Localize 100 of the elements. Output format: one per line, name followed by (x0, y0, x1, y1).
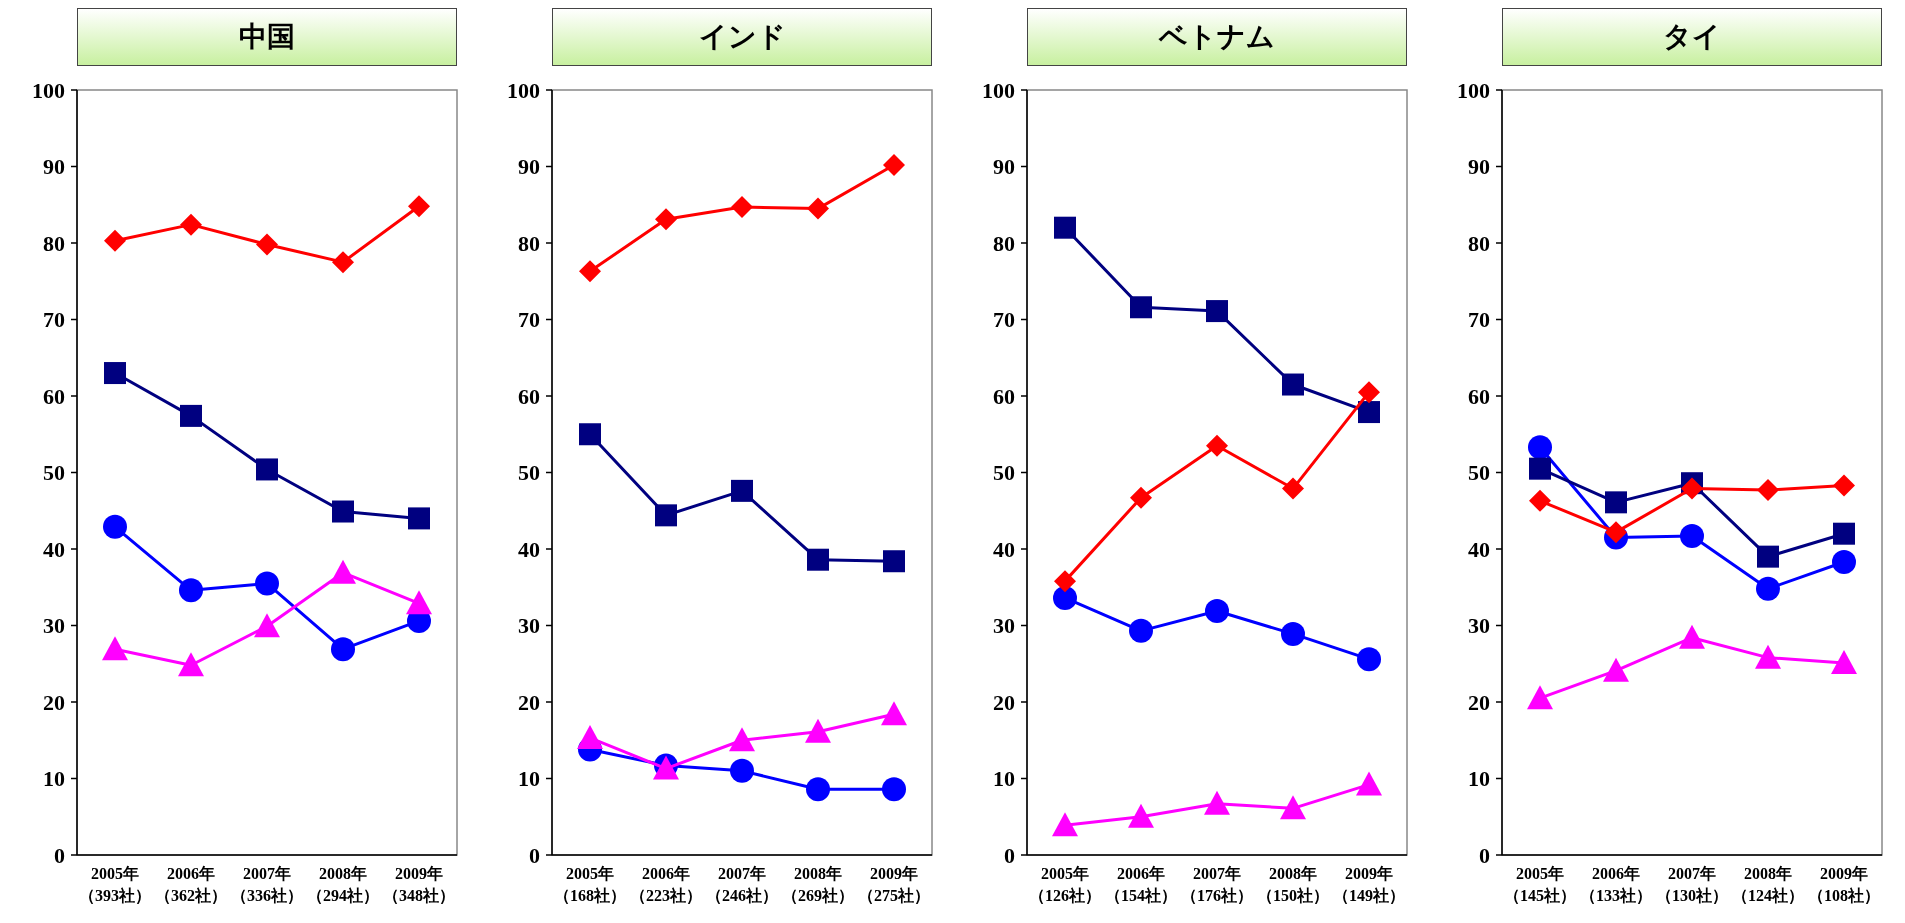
x-tick-label: 2007年（246社） (705, 864, 779, 906)
point (1529, 457, 1551, 480)
point (1054, 216, 1076, 239)
point (881, 701, 907, 726)
y-tick-label: 0 (1479, 842, 1490, 868)
point (1206, 300, 1228, 323)
y-tick-label: 90 (993, 154, 1015, 179)
point (807, 197, 829, 220)
y-tick-label: 50 (993, 460, 1015, 485)
point (1529, 489, 1551, 512)
point (1358, 381, 1380, 404)
y-tick-label: 30 (993, 613, 1015, 638)
point (1757, 479, 1779, 502)
point (1356, 771, 1382, 796)
point (1756, 576, 1780, 601)
y-tick-label: 80 (1468, 230, 1490, 256)
y-tick-label: 70 (43, 307, 65, 332)
point (332, 500, 354, 523)
y-tick-label: 60 (518, 383, 540, 409)
y-tick-label: 90 (1468, 154, 1490, 179)
point (1054, 570, 1076, 593)
y-tick-label: 20 (518, 689, 540, 715)
point (1130, 486, 1152, 509)
y-tick-label: 100 (32, 77, 65, 103)
point (408, 507, 430, 530)
x-tick-label: 2008年（294社） (306, 864, 380, 906)
point (655, 208, 677, 231)
point (102, 636, 128, 661)
y-tick-label: 20 (1468, 689, 1490, 715)
y-tick-label: 40 (518, 536, 540, 562)
y-tick-label: 30 (518, 613, 540, 638)
x-tick-label: 2005年（168社） (553, 864, 627, 906)
point (730, 758, 754, 783)
y-tick-label: 60 (43, 383, 65, 409)
x-tick-label: 2006年（362社） (154, 864, 228, 906)
point (1831, 649, 1857, 674)
point (406, 590, 432, 615)
point (807, 548, 829, 571)
point (1833, 522, 1855, 545)
point (731, 479, 753, 502)
y-tick-label: 50 (43, 460, 65, 485)
point (883, 550, 905, 573)
y-tick-label: 20 (993, 689, 1015, 715)
point (1129, 618, 1153, 643)
point (1130, 296, 1152, 319)
y-tick-label: 10 (1468, 766, 1490, 791)
x-tick-label: 2006年（154社） (1104, 864, 1178, 906)
y-tick-label: 60 (993, 383, 1015, 409)
y-tick-label: 40 (1468, 536, 1490, 562)
y-tick-label: 100 (507, 77, 540, 103)
point (1528, 435, 1552, 460)
y-tick-label: 30 (43, 613, 65, 638)
x-tick-label: 2008年（150社） (1256, 864, 1330, 906)
y-tick-label: 100 (982, 77, 1015, 103)
y-tick-label: 40 (43, 536, 65, 562)
point (103, 514, 127, 539)
point (1206, 434, 1228, 457)
point (1605, 491, 1627, 514)
point (1605, 521, 1627, 544)
chart-title: 中国 (77, 8, 457, 66)
x-tick-label: 2006年（133社） (1579, 864, 1653, 906)
y-tick-label: 60 (1468, 383, 1490, 409)
point (1832, 550, 1856, 575)
y-tick-label: 10 (43, 766, 65, 791)
point (256, 233, 278, 256)
x-tick-label: 2006年（223社） (629, 864, 703, 906)
point (1755, 644, 1781, 669)
point (180, 213, 202, 236)
point (180, 404, 202, 427)
point (179, 578, 203, 603)
point (331, 637, 355, 662)
y-tick-label: 0 (54, 842, 65, 868)
point (1357, 647, 1381, 672)
point (805, 718, 831, 743)
y-tick-label: 70 (518, 307, 540, 332)
y-tick-label: 80 (43, 230, 65, 256)
point (1280, 795, 1306, 820)
point (178, 652, 204, 677)
y-tick-label: 80 (993, 230, 1015, 256)
y-tick-label: 0 (1004, 842, 1015, 868)
y-tick-label: 40 (993, 536, 1015, 562)
point (330, 559, 356, 584)
y-tick-label: 70 (993, 307, 1015, 332)
point (1833, 474, 1855, 497)
point (806, 777, 830, 802)
y-tick-label: 30 (1468, 613, 1490, 638)
point (332, 251, 354, 274)
point (256, 458, 278, 481)
y-tick-label: 50 (1468, 460, 1490, 485)
point (1679, 624, 1705, 649)
point (1053, 585, 1077, 610)
point (1205, 598, 1229, 623)
point (1282, 373, 1304, 396)
point (1281, 621, 1305, 646)
point (655, 504, 677, 527)
point (1128, 803, 1154, 828)
point (1757, 545, 1779, 568)
x-tick-label: 2007年（336社） (230, 864, 304, 906)
y-tick-label: 10 (518, 766, 540, 791)
x-tick-label: 2008年（124社） (1731, 864, 1805, 906)
